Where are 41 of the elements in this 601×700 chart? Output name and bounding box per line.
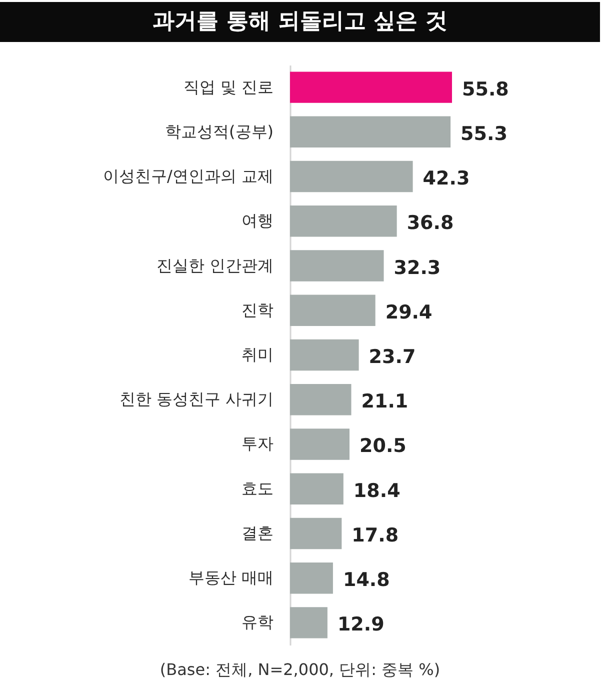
y-tick-label: 투자 bbox=[242, 434, 274, 454]
bar bbox=[290, 428, 350, 460]
data-label: 36.8 bbox=[406, 212, 454, 234]
data-label: 14.8 bbox=[342, 569, 390, 592]
bar bbox=[290, 473, 344, 504]
y-tick-label: 취미 bbox=[242, 345, 274, 364]
y-tick-label: 여행 bbox=[242, 211, 274, 230]
bar bbox=[290, 339, 359, 371]
data-label: 17.8 bbox=[352, 524, 399, 546]
data-label: 55.3 bbox=[460, 122, 508, 145]
y-tick-label: 이성친구/연인과의 교제 bbox=[103, 166, 274, 186]
y-tick-label: 결혼 bbox=[242, 523, 274, 542]
data-label: 12.9 bbox=[337, 614, 384, 636]
y-tick-label: 진실한 인간관계 bbox=[156, 256, 274, 275]
y-tick-label: 유학 bbox=[242, 612, 274, 632]
bar bbox=[290, 384, 352, 416]
bar bbox=[290, 562, 333, 594]
bar bbox=[290, 72, 452, 103]
bar bbox=[290, 518, 342, 550]
bar bbox=[290, 160, 413, 192]
data-label: 20.5 bbox=[360, 435, 406, 458]
data-label: 18.4 bbox=[353, 480, 400, 502]
chart-title: 과거를 통해 되돌리고 싶은 것 bbox=[0, 2, 600, 42]
y-tick-label: 직업 및 진로 bbox=[183, 77, 274, 96]
y-tick-label: 효도 bbox=[242, 478, 274, 498]
data-label: 42.3 bbox=[422, 168, 470, 190]
y-tick-label: 친한 동성친구 사귀기 bbox=[119, 390, 274, 409]
y-tick-label: 학교성적(공부) bbox=[165, 122, 274, 141]
y-tick-label: 진학 bbox=[242, 300, 274, 320]
bar bbox=[290, 250, 384, 282]
data-label: 55.8 bbox=[462, 78, 509, 100]
bar bbox=[290, 607, 328, 638]
bar bbox=[290, 294, 376, 326]
bar bbox=[290, 116, 451, 148]
data-label: 21.1 bbox=[361, 390, 408, 413]
data-label: 29.4 bbox=[385, 301, 432, 324]
data-label: 23.7 bbox=[368, 346, 416, 368]
y-tick-label: 부동산 매매 bbox=[188, 568, 274, 588]
bar bbox=[290, 206, 397, 237]
text: (Base: 전체, N=2,000, 단위: 중복 %) bbox=[158, 660, 442, 681]
data-label: 32.3 bbox=[394, 256, 441, 279]
